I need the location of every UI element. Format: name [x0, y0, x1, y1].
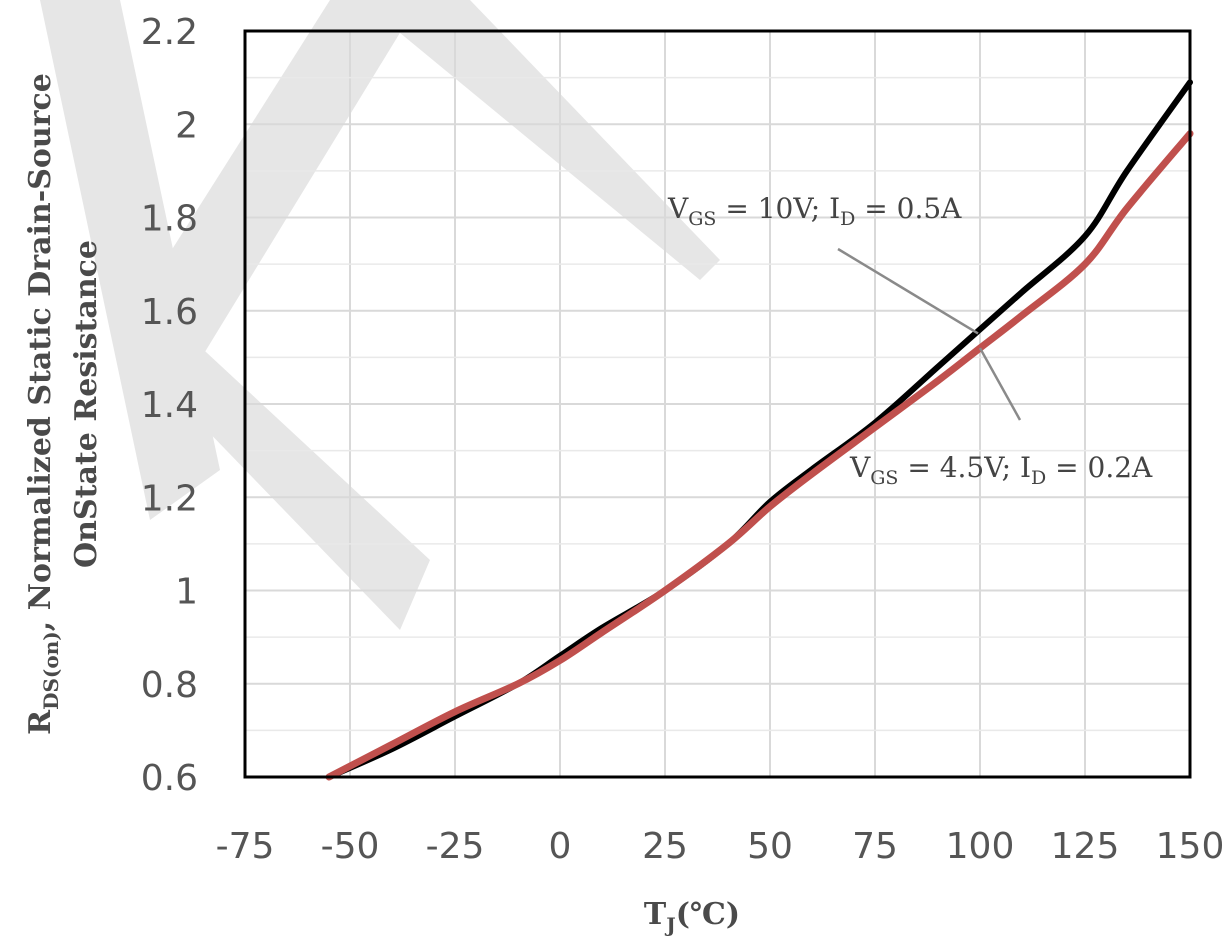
series-line-1: [326, 79, 1193, 780]
y-tick-label: 1: [175, 572, 198, 613]
watermark: [40, 0, 720, 630]
x-axis-title-main: T: [644, 897, 667, 932]
x-tick-label: -25: [426, 826, 485, 867]
annotation-2-d: D: [1031, 467, 1046, 489]
x-tick-label: 75: [852, 826, 898, 867]
y-axis-title-line2: OnState Resistance: [69, 240, 104, 568]
series-layer: [325, 79, 1194, 781]
annotation-1-end: = 0.5A: [855, 192, 962, 225]
y-axis-title-rest: , Normalized Static Drain-Source: [23, 73, 58, 631]
annotation-leader-2: [978, 347, 1022, 421]
x-tick-label: 125: [1051, 826, 1120, 867]
annotation-leader-1: [837, 247, 979, 335]
x-tick-label: 100: [946, 826, 1015, 867]
x-tick-label: -50: [321, 826, 380, 867]
x-tick-label: 0: [549, 826, 572, 867]
y-tick-label: 1.8: [141, 199, 198, 240]
annotation-2-end: = 0.2A: [1046, 451, 1153, 484]
x-tick-label: -75: [216, 826, 275, 867]
annotation-1-v: V: [667, 192, 689, 225]
x-axis-title-sub: J: [664, 913, 675, 937]
y-tick-label: 1.6: [141, 292, 198, 333]
x-axis-title: TJ(℃): [644, 897, 740, 937]
x-tick-label: 25: [642, 826, 688, 867]
y-tick-label: 2: [175, 105, 198, 146]
annotation-1-gs: GS: [688, 208, 716, 230]
plot-frame: [243, 29, 1192, 779]
y-axis-title: RDS(on), Normalized Static Drain-Source: [23, 73, 63, 735]
annotation-2: VGS = 4.5V; ID = 0.2A: [849, 451, 1153, 489]
x-axis-title-unit: (℃): [676, 897, 740, 932]
y-tick-label: 1.4: [141, 385, 198, 426]
y-tick-label: 0.8: [141, 665, 198, 706]
y-axis-title-line2-text: OnState Resistance: [69, 240, 104, 568]
x-tick-labels: -75 -50 -25 0 25 50 75 100 125 150: [216, 826, 1225, 867]
y-tick-label: 2.2: [141, 12, 198, 53]
annotation-2-mid: = 4.5V; I: [898, 451, 1031, 484]
x-tick-label: 150: [1156, 826, 1225, 867]
annotation-2-v: V: [849, 451, 871, 484]
annotation-leaders: [837, 247, 1022, 421]
y-axis-title-main: R: [23, 709, 58, 735]
annotation-1-mid: = 10V; I: [716, 192, 840, 225]
grid: [244, 30, 1191, 778]
y-tick-label: 1.2: [141, 478, 198, 519]
y-tick-labels: 0.6 0.8 1 1.2 1.4 1.6 1.8 2 2.2: [141, 12, 198, 799]
svg-text:RDS(on), Normalized Static Dra: RDS(on), Normalized Static Drain-Source: [23, 73, 63, 735]
y-tick-label: 0.6: [141, 758, 198, 799]
annotation-1: VGS = 10V; ID = 0.5A: [667, 192, 962, 230]
y-axis-title-sub: DS(on): [39, 631, 63, 710]
annotation-1-d: D: [840, 208, 855, 230]
x-tick-label: 50: [747, 826, 793, 867]
series-line-2: [325, 130, 1194, 781]
annotation-2-gs: GS: [870, 467, 898, 489]
